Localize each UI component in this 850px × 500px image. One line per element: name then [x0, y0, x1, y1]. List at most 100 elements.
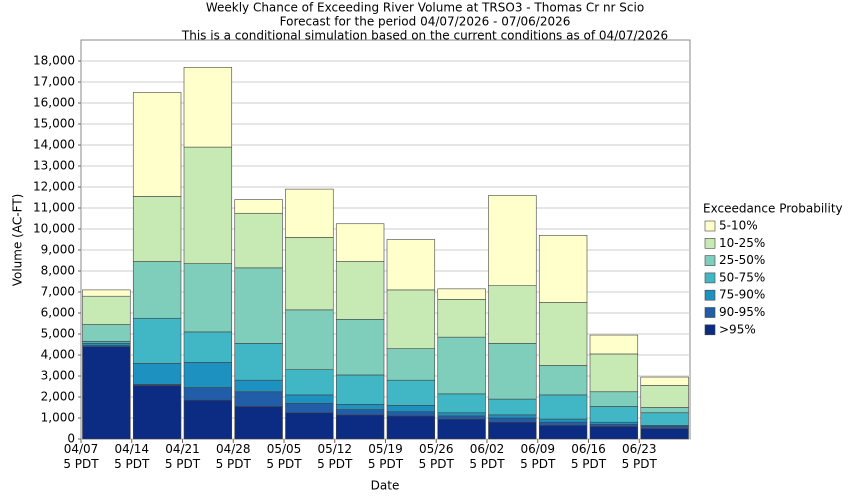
legend-swatch — [704, 238, 716, 249]
bar-segment — [132, 385, 182, 440]
bar-segment — [234, 379, 283, 393]
bar-segment — [640, 428, 689, 440]
bar-segment — [386, 289, 436, 349]
bar-segment — [183, 387, 233, 401]
y-tick-label: 3,000 — [41, 369, 75, 383]
x-tick-label: 06/09 5 PDT — [520, 442, 556, 471]
x-tick-label: 04/14 5 PDT — [114, 442, 150, 471]
y-tick-label: 18,000 — [33, 54, 75, 68]
legend-swatch — [704, 307, 716, 318]
bar-segment — [335, 223, 385, 262]
bar-segment — [285, 309, 334, 371]
bar-segment — [285, 402, 334, 414]
bar-segment — [437, 415, 486, 420]
bar-segment — [234, 267, 283, 344]
legend-label: >95% — [719, 322, 756, 336]
bar-segment — [437, 336, 486, 395]
bar-segment — [234, 406, 283, 440]
bar-segment — [538, 235, 588, 303]
bar-segment — [538, 394, 588, 420]
bar-segment — [82, 289, 131, 297]
x-tick-label: 06/02 5 PDT — [469, 442, 505, 471]
bar-segment — [183, 399, 233, 440]
bar-segment — [640, 385, 689, 408]
x-tick-label: 05/19 5 PDT — [367, 442, 404, 471]
bar-segment — [437, 412, 486, 417]
bar-segment — [234, 391, 283, 407]
y-tick-label: 17,000 — [33, 75, 75, 89]
bar-segment — [82, 324, 131, 342]
bar-segment — [386, 415, 436, 440]
bar-segment — [132, 261, 182, 319]
bar-segment — [386, 379, 436, 406]
plot-area — [80, 39, 691, 440]
bar-segment — [538, 302, 588, 366]
y-axis-label: Volume (AC-FT) — [11, 194, 25, 287]
bar-segment — [488, 195, 537, 286]
x-tick-label: 05/05 5 PDT — [266, 442, 302, 471]
legend-label: 75-90% — [719, 288, 765, 302]
bar-segment — [335, 409, 385, 416]
bar-segment — [285, 369, 334, 396]
bar-segment — [335, 318, 385, 376]
bar-segment — [285, 394, 334, 404]
y-tick-label: 5,000 — [41, 327, 75, 341]
legend-swatch — [704, 289, 716, 301]
bar-segment — [640, 426, 689, 429]
bar-segment — [488, 417, 537, 423]
bar-segment — [386, 348, 436, 381]
bar-segment — [183, 146, 233, 264]
x-axis-label: Date — [371, 479, 400, 493]
chart-subtitle: Forecast for the period 04/07/2026 - 07/… — [280, 15, 571, 29]
bar-segment — [234, 212, 283, 269]
bar-segment — [132, 317, 182, 364]
y-tick-label: 8,000 — [41, 264, 75, 278]
bar-segment — [437, 288, 486, 300]
bar-segment — [589, 426, 639, 440]
y-tick-label: 4,000 — [41, 348, 75, 362]
legend-swatch — [704, 324, 716, 336]
legend-label: 90-95% — [719, 305, 765, 319]
bar-segment — [589, 391, 639, 407]
bar-segment — [386, 239, 436, 291]
bar-segment — [285, 188, 334, 238]
bar-segment — [82, 346, 131, 440]
y-tick-label: 7,000 — [41, 285, 75, 299]
y-tick-label: 11,000 — [33, 201, 75, 215]
x-tick-label: 04/21 5 PDT — [164, 442, 201, 471]
bar-segment — [285, 237, 334, 311]
bar-segment — [234, 343, 283, 381]
legend-label: 50-75% — [719, 270, 765, 284]
chart-title: Weekly Chance of Exceeding River Volume … — [206, 1, 644, 15]
bar-segment — [386, 411, 436, 417]
y-tick-label: 0 — [67, 432, 75, 446]
bar-segment — [386, 405, 436, 412]
legend-swatch — [704, 220, 716, 232]
y-tick-label: 15,000 — [33, 117, 75, 131]
bar-segment — [589, 334, 639, 355]
bar-segment — [488, 285, 537, 344]
bar-segment — [589, 423, 639, 427]
x-tick-label: 06/23 5 PDT — [621, 442, 657, 471]
bar-segment — [335, 374, 385, 405]
legend-title: Exceedance Probability — [703, 202, 843, 216]
bar-segment — [82, 295, 131, 325]
bar-segment — [589, 406, 639, 423]
legend-swatch — [704, 255, 716, 266]
x-tick-label: 05/12 5 PDT — [317, 442, 353, 471]
bar-segment — [234, 199, 283, 214]
y-tick-label: 12,000 — [33, 180, 75, 194]
bar-segment — [538, 425, 588, 440]
x-tick-label: 06/16 5 PDT — [570, 442, 607, 471]
bar-segment — [183, 362, 233, 388]
bar-segment — [183, 67, 233, 148]
bar-segment — [488, 414, 537, 419]
bar-segment — [488, 343, 537, 400]
y-tick-label: 9,000 — [41, 243, 75, 257]
bar-segment — [640, 412, 689, 426]
bar-segment — [589, 421, 639, 425]
bar-segment — [488, 421, 537, 440]
x-tick-label: 04/07 5 PDT — [63, 442, 99, 471]
